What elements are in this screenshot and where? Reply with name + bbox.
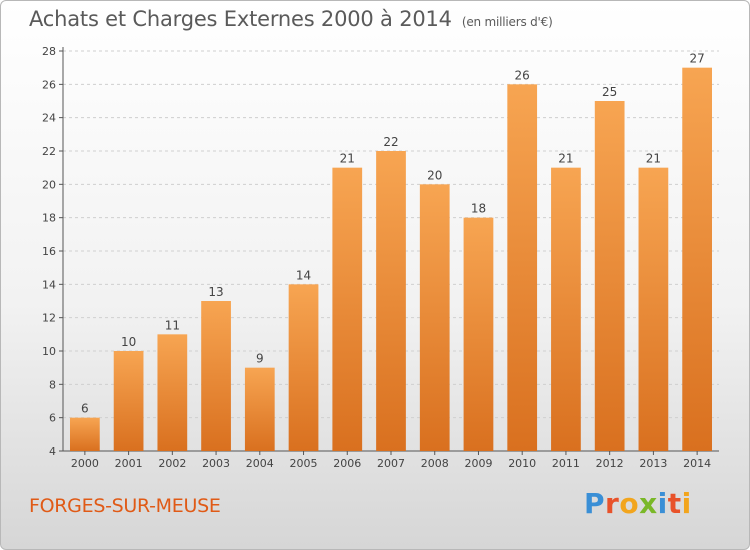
bar-2010: [507, 84, 538, 451]
town-name: FORGES-SUR-MEUSE: [29, 495, 221, 517]
x-tick-label-2000: 2000: [71, 457, 99, 470]
value-label-2007: 22: [383, 135, 398, 149]
y-tick-label: 28: [42, 45, 56, 58]
y-tick-label: 26: [42, 78, 56, 91]
y-tick-label: 16: [42, 245, 56, 258]
bar-2002: [157, 334, 188, 451]
value-label-2008: 20: [427, 168, 442, 182]
logo-letter: r: [605, 487, 620, 520]
value-label-2000: 6: [81, 402, 89, 416]
y-tick-label: 18: [42, 212, 56, 225]
logo-letter: t: [667, 487, 682, 520]
x-tick-label-2005: 2005: [290, 457, 318, 470]
x-tick-label-2004: 2004: [246, 457, 274, 470]
value-label-2004: 9: [256, 352, 264, 366]
chart-title: Achats et Charges Externes 2000 à 2014: [29, 7, 452, 31]
value-label-2011: 21: [558, 152, 573, 166]
y-tick-label: 24: [42, 112, 56, 125]
bar-2013: [638, 167, 669, 451]
x-tick-label-2013: 2013: [639, 457, 667, 470]
bar-2005: [288, 284, 319, 451]
value-label-2005: 14: [296, 268, 311, 282]
proxiti-logo: Proxiti: [584, 487, 692, 520]
x-tick-label-2003: 2003: [202, 457, 230, 470]
x-tick-label-2009: 2009: [464, 457, 492, 470]
x-tick-label-2006: 2006: [333, 457, 361, 470]
y-tick-label: 14: [42, 278, 56, 291]
value-label-2003: 13: [208, 285, 223, 299]
bar-2007: [376, 151, 406, 451]
y-tick-label: 20: [42, 178, 56, 191]
y-tick-label: 4: [49, 445, 56, 458]
y-tick-label: 12: [42, 312, 56, 325]
y-tick-label: 22: [42, 145, 56, 158]
bar-2000: [69, 417, 100, 451]
x-tick-label-2008: 2008: [421, 457, 449, 470]
x-tick-label-2012: 2012: [596, 457, 624, 470]
bar-2003: [201, 301, 231, 451]
bar-2011: [551, 167, 581, 451]
chart-subtitle: (en milliers d'€): [461, 15, 553, 29]
bar-2012: [594, 101, 625, 451]
logo-letter: i: [657, 487, 668, 520]
value-label-2014: 27: [689, 52, 704, 66]
y-tick-label: 6: [49, 412, 56, 425]
value-label-2010: 26: [515, 68, 530, 82]
bar-layer: [69, 67, 713, 452]
x-tick-label-2011: 2011: [552, 457, 580, 470]
label-layer: 6 10 11 13 9 14 21 22 20 18 26 21 25 21 27: [81, 52, 705, 416]
value-label-2002: 11: [165, 318, 180, 332]
value-label-2012: 25: [602, 85, 617, 99]
y-tick-label: 10: [42, 345, 56, 358]
x-tick-label-2001: 2001: [115, 457, 143, 470]
logo-letter: x: [639, 487, 658, 520]
value-label-2009: 18: [471, 202, 486, 216]
value-label-2006: 21: [340, 152, 355, 166]
bar-2004: [244, 367, 275, 451]
x-tick-label-2007: 2007: [377, 457, 405, 470]
logo-letter: i: [681, 487, 692, 520]
value-label-2001: 10: [121, 335, 136, 349]
value-label-2013: 21: [646, 152, 661, 166]
x-tick-label-2014: 2014: [683, 457, 711, 470]
bar-2009: [463, 217, 494, 451]
bar-2008: [419, 184, 450, 452]
y-tick-label: 8: [49, 378, 56, 391]
x-tick-label-2010: 2010: [508, 457, 536, 470]
bar-2001: [113, 351, 144, 451]
logo-letter: P: [584, 487, 606, 520]
bar-2014: [682, 67, 713, 452]
x-tick-label-2002: 2002: [158, 457, 186, 470]
logo-letter: o: [619, 487, 640, 520]
chart-title-block: Achats et Charges Externes 2000 à 2014 (e…: [29, 7, 553, 31]
bar-2006: [332, 167, 363, 451]
